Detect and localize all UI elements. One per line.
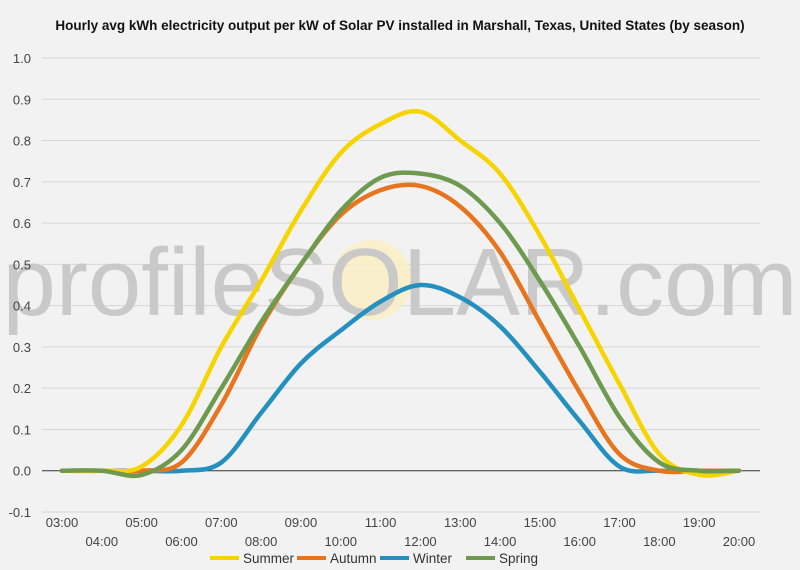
y-tick-label: 0.9 bbox=[13, 92, 31, 107]
legend-label-spring: Spring bbox=[499, 551, 538, 566]
y-tick-label: 0.0 bbox=[13, 464, 31, 479]
y-tick-label: 0.5 bbox=[13, 257, 31, 272]
x-tick-label: 04:00 bbox=[86, 534, 119, 549]
x-tick-label: 07:00 bbox=[205, 515, 238, 530]
x-tick-label: 19:00 bbox=[683, 515, 716, 530]
x-tick-label: 10:00 bbox=[324, 534, 357, 549]
watermark-text: profileSOLAR.com bbox=[3, 229, 798, 336]
y-tick-label: 0.1 bbox=[13, 422, 31, 437]
x-tick-label: 06:00 bbox=[165, 534, 198, 549]
y-tick-label: 1.0 bbox=[13, 51, 31, 66]
y-tick-label: -0.1 bbox=[9, 505, 31, 520]
y-tick-label: 0.6 bbox=[13, 216, 31, 231]
x-tick-label: 16:00 bbox=[563, 534, 596, 549]
watermark-sun-icon bbox=[332, 240, 412, 320]
y-tick-label: 0.7 bbox=[13, 175, 31, 190]
x-tick-label: 17:00 bbox=[603, 515, 636, 530]
x-tick-label: 13:00 bbox=[444, 515, 477, 530]
series-line-winter bbox=[59, 282, 742, 474]
y-axis: 1.0 0.9 0.8 0.7 0.6 0.5 0.4 0.3 0.2 0.1 0.0 -0.1 bbox=[9, 51, 31, 520]
y-tick-label: 0.3 bbox=[13, 340, 31, 355]
x-tick-label: 18:00 bbox=[643, 534, 676, 549]
legend-label-autumn: Autumn bbox=[330, 551, 377, 566]
x-axis: 03:00 04:00 05:00 06:00 07:00 08:00 09:00 10:00… bbox=[46, 515, 756, 549]
legend: Summer Autumn Winter Spring bbox=[210, 551, 538, 566]
y-tick-label: 0.8 bbox=[13, 134, 31, 149]
y-tick-label: 0.4 bbox=[13, 299, 31, 314]
x-tick-label: 08:00 bbox=[245, 534, 278, 549]
chart-title: Hourly avg kWh electricity output per kW… bbox=[55, 18, 745, 33]
series-lines bbox=[59, 108, 742, 479]
series-line-autumn bbox=[59, 182, 742, 475]
watermark: profileSOLAR.com bbox=[3, 229, 798, 336]
series-line-summer bbox=[59, 108, 742, 478]
series-line-spring bbox=[59, 170, 742, 479]
x-tick-label: 03:00 bbox=[46, 515, 79, 530]
x-tick-label: 14:00 bbox=[484, 534, 517, 549]
x-tick-label: 05:00 bbox=[125, 515, 158, 530]
x-tick-label: 20:00 bbox=[723, 534, 756, 549]
legend-label-summer: Summer bbox=[243, 551, 295, 566]
legend-label-winter: Winter bbox=[413, 551, 453, 566]
x-tick-label: 15:00 bbox=[524, 515, 557, 530]
x-tick-label: 11:00 bbox=[365, 515, 397, 530]
x-tick-label: 09:00 bbox=[285, 515, 318, 530]
y-tick-label: 0.2 bbox=[13, 381, 31, 396]
x-tick-label: 12:00 bbox=[404, 534, 437, 549]
